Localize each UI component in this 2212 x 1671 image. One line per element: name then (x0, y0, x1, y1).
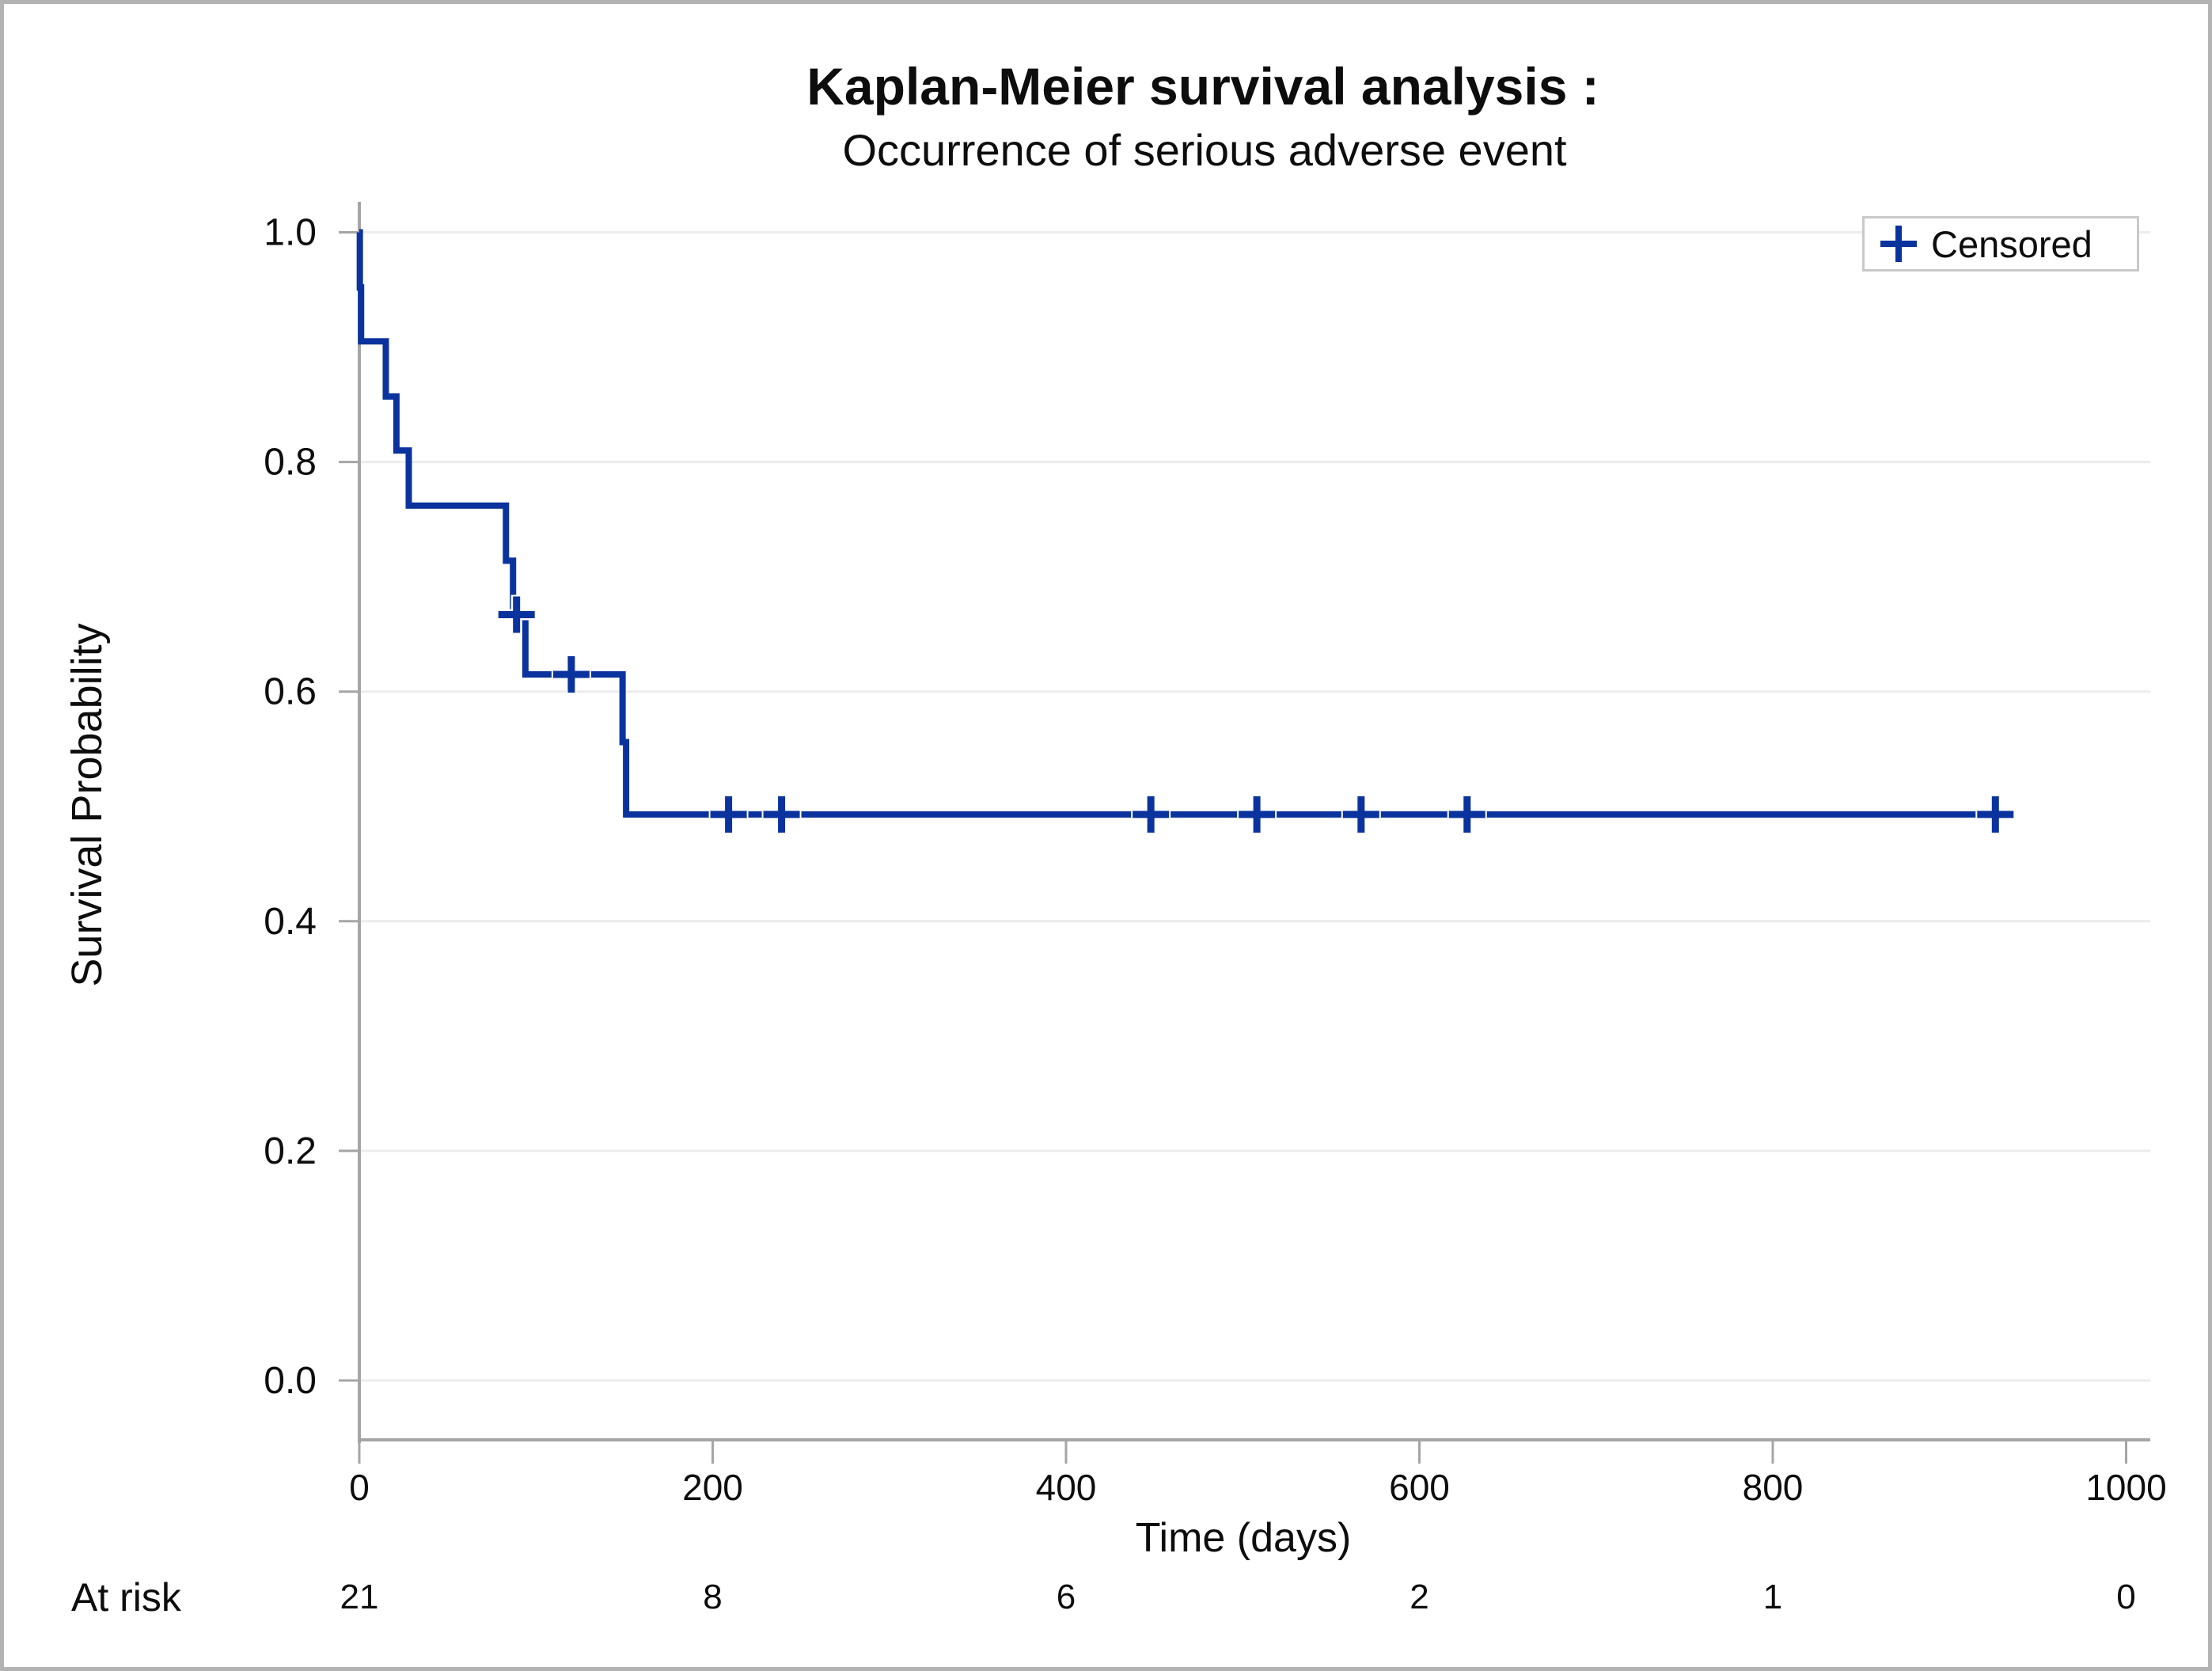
censored-marker-icon (1879, 224, 1918, 264)
y-tick-label: 0.2 (264, 1130, 317, 1172)
at-risk-count: 0 (2116, 1578, 2136, 1616)
y-tick-label: 1.0 (264, 212, 317, 254)
y-axis-title: Survival Probability (63, 623, 111, 987)
at-risk-count: 2 (1410, 1578, 1429, 1616)
y-tick-label: 0.6 (264, 671, 317, 713)
y-tick-label: 0.4 (264, 901, 317, 943)
x-tick-label: 800 (1743, 1467, 1804, 1508)
censor-mark (1342, 796, 1379, 833)
survival-curve (356, 229, 2015, 818)
plot-area: 0 200 400 600 800 1000 0.0 0.2 0.4 0.6 0.8 1.0 (264, 202, 2167, 1508)
censor-mark (498, 596, 535, 633)
censor-mark (1448, 796, 1485, 833)
legend-label: Censored (1931, 222, 2092, 265)
chart-subtitle: Occurrence of serious adverse event (842, 125, 1567, 175)
at-risk-count: 8 (703, 1578, 723, 1616)
at-risk-count: 21 (340, 1578, 379, 1616)
at-risk-label: At risk (71, 1575, 181, 1620)
chart-title: Kaplan-Meier survival analysis : (806, 57, 1599, 116)
censor-mark (552, 655, 590, 693)
censor-mark (710, 796, 747, 833)
censor-mark (1133, 796, 1170, 833)
x-tick-label: 400 (1036, 1467, 1097, 1508)
at-risk-count: 6 (1056, 1578, 1076, 1616)
x-tick-label: 0 (349, 1467, 370, 1508)
x-tick-label: 200 (682, 1467, 743, 1508)
censor-mark (763, 796, 800, 833)
censor-mark (1977, 796, 2014, 833)
y-tick-label: 0.0 (264, 1360, 317, 1402)
y-tick-label: 0.8 (264, 442, 317, 484)
at-risk-count: 1 (1762, 1578, 1783, 1616)
censor-mark (1239, 796, 1276, 833)
x-tick-label: 600 (1389, 1467, 1450, 1508)
x-tick-label: 1000 (2085, 1467, 2166, 1508)
legend: Censored (1862, 216, 2139, 272)
x-axis-title: Time (days) (1135, 1515, 1352, 1561)
